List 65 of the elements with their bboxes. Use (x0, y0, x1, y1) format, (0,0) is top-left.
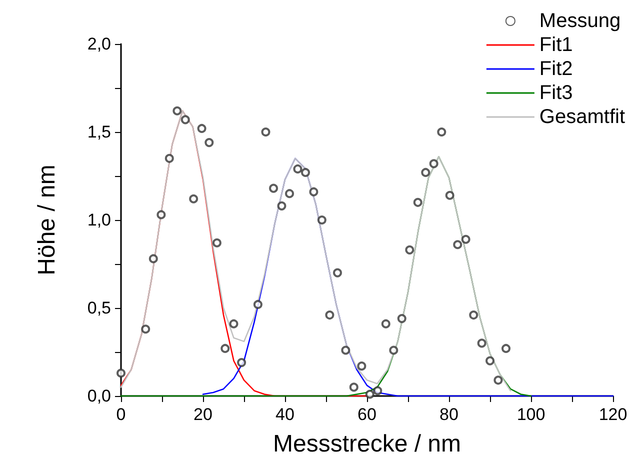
point (325, 310, 334, 320)
point (413, 198, 422, 207)
point (349, 382, 358, 392)
y-axis-title: Höhe / nm (34, 164, 60, 276)
point (501, 344, 510, 353)
point (397, 314, 406, 324)
point (373, 386, 382, 396)
point (486, 356, 494, 366)
x-tick-label: 60 (358, 405, 376, 424)
point (381, 319, 390, 328)
x-tick-label: 120 (598, 405, 628, 424)
point (365, 390, 374, 399)
x-tick-label: 20 (194, 405, 212, 424)
point (148, 254, 158, 264)
point (405, 245, 414, 254)
x-tick-label: 80 (440, 405, 458, 424)
point (317, 216, 326, 224)
point (461, 234, 470, 244)
y-tick-label: 0,5 (87, 298, 111, 318)
point (164, 154, 174, 163)
x-tick-label: 100 (516, 405, 546, 424)
x-tick-label: 0 (116, 405, 126, 424)
y-tick-label: 1,0 (87, 210, 111, 230)
point (477, 338, 486, 348)
point (421, 168, 430, 177)
point (237, 358, 246, 368)
point (261, 128, 270, 136)
point (293, 164, 302, 174)
legend-label: Fit1 (539, 34, 573, 56)
x-tick-label: 40 (276, 405, 294, 424)
legend-label: Fit2 (539, 58, 573, 80)
point (309, 187, 318, 196)
point (172, 106, 182, 116)
point (357, 362, 366, 371)
point (277, 201, 286, 210)
point (220, 344, 230, 353)
legend-label: Gesamtfit (539, 106, 626, 128)
point (197, 124, 206, 133)
point (253, 300, 262, 309)
point (301, 168, 310, 177)
point (212, 238, 222, 248)
point (141, 324, 150, 334)
point (204, 138, 214, 148)
point (180, 115, 190, 124)
point (429, 159, 438, 168)
y-tick-label: 2,0 (87, 34, 111, 54)
point (189, 194, 198, 204)
point (445, 190, 454, 200)
legend-label: Messung (539, 10, 621, 32)
point (332, 268, 342, 278)
point (389, 346, 398, 355)
point (494, 376, 503, 385)
point (116, 368, 126, 378)
point (341, 346, 350, 355)
point (285, 189, 294, 198)
point (437, 128, 446, 136)
y-tick-label: 0,0 (87, 386, 111, 406)
point (269, 184, 278, 193)
point (156, 210, 166, 220)
point (229, 319, 238, 328)
y-tick-label: 1,5 (87, 122, 111, 142)
point (453, 240, 462, 250)
legend-label: Fit3 (539, 82, 573, 104)
x-axis-title: Messstrecke / nm (272, 430, 462, 458)
point (469, 310, 478, 320)
